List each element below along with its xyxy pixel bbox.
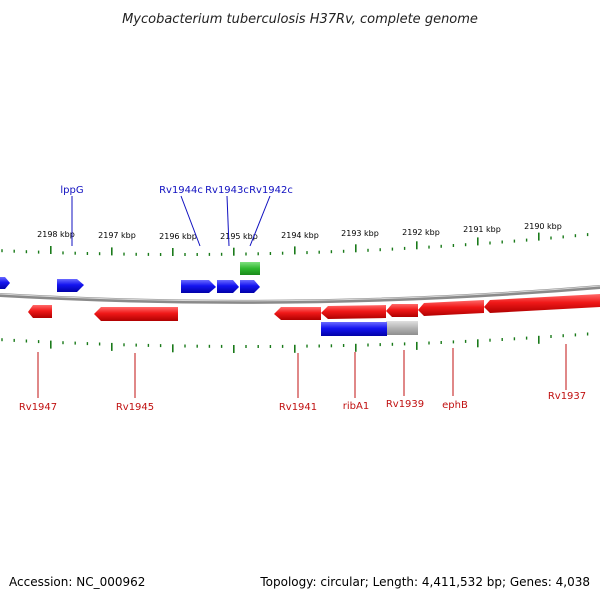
gene-label-Rv1944c[interactable]: Rv1944c (159, 185, 203, 196)
genome-summary-text: Topology: circular; Length: 4,411,532 bp… (259, 575, 590, 589)
gene-label-Rv1947[interactable]: Rv1947 (19, 402, 57, 413)
reverse-gene-arrow[interactable] (274, 307, 321, 320)
scale-label-2196: 2196 kbp (159, 232, 197, 241)
label-leader-Rv1944c (180, 195, 201, 247)
forward-gene-arrow[interactable] (217, 280, 239, 293)
gene-label-Rv1937[interactable]: Rv1937 (548, 391, 586, 402)
reverse-gene-arrow[interactable] (418, 300, 484, 316)
forward-strand-genes (0, 262, 260, 293)
forward-gene-arrow[interactable] (240, 280, 260, 293)
label-leader-Rv1942c (249, 195, 271, 247)
bottom-gene-labels: Rv1947 Rv1945 Rv1941 ribA1 Rv1939 ephB R… (19, 344, 586, 413)
scale-labels: 2198 kbp 2197 kbp 2196 kbp 2195 kbp 2194… (37, 222, 562, 241)
scale-label-2197: 2197 kbp (98, 231, 136, 240)
scale-label-2195: 2195 kbp (220, 232, 258, 241)
scale-label-2192: 2192 kbp (402, 228, 440, 237)
gene-label-Rv1945[interactable]: Rv1945 (116, 402, 154, 413)
reverse-gene-arrow[interactable] (94, 307, 178, 321)
outer-tick-ring (1, 232, 589, 256)
gene-label-Rv1943c[interactable]: Rv1943c (205, 185, 249, 196)
rna-gene[interactable] (240, 262, 260, 275)
forward-gene-arrow[interactable] (57, 279, 84, 292)
gene-label-Rv1939[interactable]: Rv1939 (386, 399, 424, 410)
forward-gene-arrow[interactable] (0, 277, 10, 289)
map-title: Mycobacterium tuberculosis H37Rv, comple… (122, 12, 478, 27)
genome-backbone (0, 285, 600, 304)
label-leader-Rv1943c (226, 195, 230, 247)
reverse-gene-arrow[interactable] (484, 294, 600, 313)
gene-label-Rv1942c[interactable]: Rv1942c (249, 185, 293, 196)
genome-backbone-highlight (0, 285, 600, 302)
forward-gene-block[interactable] (321, 322, 387, 336)
forward-gene-arrow[interactable] (181, 280, 216, 293)
reverse-strand-genes (28, 294, 600, 336)
scale-label-2191: 2191 kbp (463, 225, 501, 234)
reverse-gene-arrow[interactable] (321, 305, 386, 319)
scale-label-2198: 2198 kbp (37, 230, 75, 239)
reverse-gene-arrow[interactable] (386, 304, 418, 317)
scale-label-2194: 2194 kbp (281, 231, 319, 240)
scale-label-2190: 2190 kbp (524, 222, 562, 231)
reverse-gene-arrow[interactable] (28, 305, 52, 318)
gene-label-ribA1[interactable]: ribA1 (343, 401, 369, 412)
gene-label-ephB[interactable]: ephB (442, 400, 468, 411)
top-gene-labels: lppG Rv1944c Rv1943c Rv1942c (60, 185, 293, 247)
gene-label-lppG[interactable]: lppG (60, 185, 83, 196)
accession-text: Accession: NC_000962 (9, 575, 145, 589)
scale-label-2193: 2193 kbp (341, 229, 379, 238)
pseudo-gene[interactable] (386, 321, 418, 335)
inner-tick-ring (1, 332, 589, 353)
gene-label-Rv1941[interactable]: Rv1941 (279, 402, 317, 413)
